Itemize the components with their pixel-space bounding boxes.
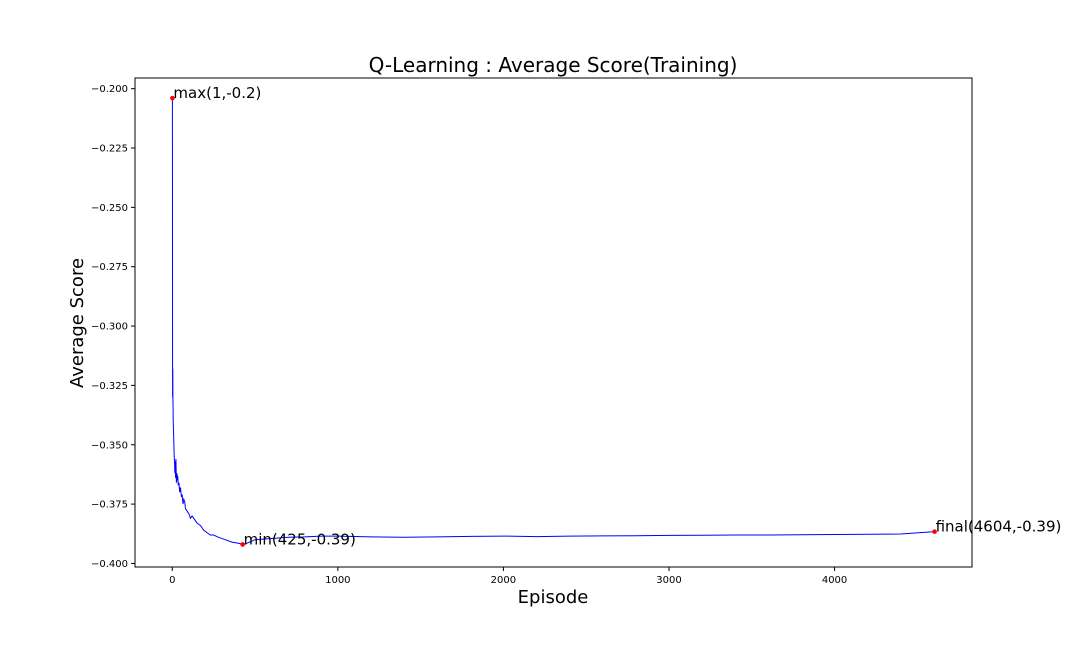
annotation-label-1: min(425,-0.39) — [244, 530, 356, 548]
annotation-marker-2 — [932, 529, 937, 534]
annotation-marker-1 — [240, 542, 245, 547]
x-axis: 0 1000 2000 3000 4000 — [169, 567, 847, 586]
annotation-label-2: final(4604,-0.39) — [936, 518, 1062, 536]
x-tick-label-4000: 4000 — [822, 575, 847, 586]
y-tick-label-6: −0.350 — [91, 440, 128, 451]
y-tick-label-8: −0.400 — [91, 559, 128, 570]
y-tick-label-0: −0.200 — [91, 84, 128, 95]
y-tick-label-2: −0.250 — [91, 203, 128, 214]
y-tick-label-7: −0.375 — [91, 500, 128, 511]
series-line-average-score — [171, 98, 935, 545]
x-tick-label-0: 0 — [169, 575, 175, 586]
x-tick-label-1000: 1000 — [325, 575, 350, 586]
x-tick-label-2000: 2000 — [491, 575, 516, 586]
y-tick-label-1: −0.225 — [91, 144, 128, 155]
plot-frame — [134, 77, 973, 568]
annotations: max(1,-0.2) min(425,-0.39) final(4604,-0.3… — [170, 84, 1061, 548]
x-tick-label-3000: 3000 — [656, 575, 681, 586]
y-axis: −0.200 −0.225 −0.250 −0.275 −0.300 −0.325 −0.3… — [91, 84, 135, 570]
annotation-marker-0 — [170, 95, 175, 101]
chart-title: Q-Learning : Average Score(Training) — [369, 53, 738, 77]
y-tick-label-3: −0.275 — [91, 262, 128, 273]
y-axis-label: Average Score — [67, 258, 88, 388]
x-axis-label: Episode — [518, 587, 589, 608]
annotation-label-0: max(1,-0.2) — [173, 84, 261, 102]
y-tick-label-5: −0.325 — [91, 381, 128, 392]
y-tick-label-4: −0.300 — [91, 322, 128, 333]
